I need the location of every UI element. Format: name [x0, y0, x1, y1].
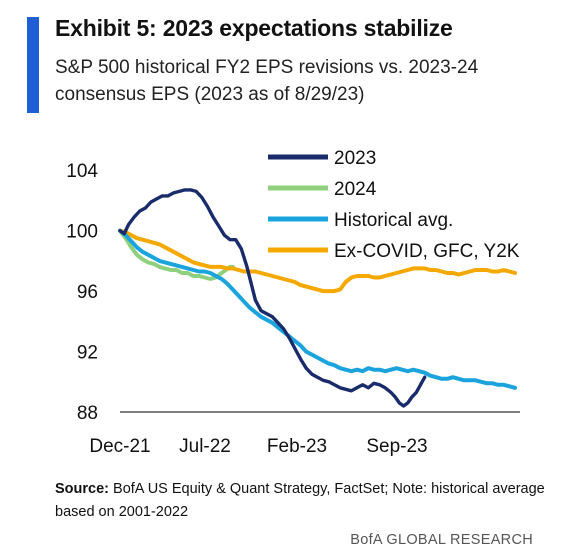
source-text: BofA US Equity & Quant Strategy, FactSet…	[55, 481, 545, 520]
chart-subtitle: S&P 500 historical FY2 EPS revisions vs.…	[55, 57, 479, 105]
chart-title: Exhibit 5: 2023 expectations stabilize	[55, 15, 453, 41]
y-tick-label: 100	[66, 222, 98, 243]
line-chart: 88 92 96 100 104 Dec-21 Jul-22 Feb-23 Sep-23 2023…	[66, 148, 520, 457]
source-label: Source:	[55, 481, 109, 497]
y-tick-label: 96	[77, 282, 98, 303]
source-note: Source: BofA US Equity & Quant Strategy,…	[55, 478, 545, 524]
x-tick-label: Jul-22	[179, 436, 231, 457]
x-tick-label: Dec-21	[89, 436, 150, 457]
series-line	[118, 228, 517, 294]
legend-label: 2023	[334, 148, 376, 169]
legend-label: Ex-COVID, GFC, Y2K	[334, 241, 520, 262]
legend-label: 2024	[334, 179, 377, 200]
legend-label: Historical avg.	[334, 210, 453, 231]
x-tick-label: Sep-23	[366, 436, 427, 457]
series-line	[118, 228, 517, 390]
y-tick-label: 92	[77, 343, 98, 364]
x-tick-label: Feb-23	[267, 436, 327, 457]
accent-bar	[27, 17, 39, 113]
brand-footer: BofA GLOBAL RESEARCH	[350, 532, 533, 548]
series-line	[118, 188, 427, 408]
y-tick-label: 88	[77, 403, 98, 424]
y-tick-label: 104	[66, 161, 98, 182]
